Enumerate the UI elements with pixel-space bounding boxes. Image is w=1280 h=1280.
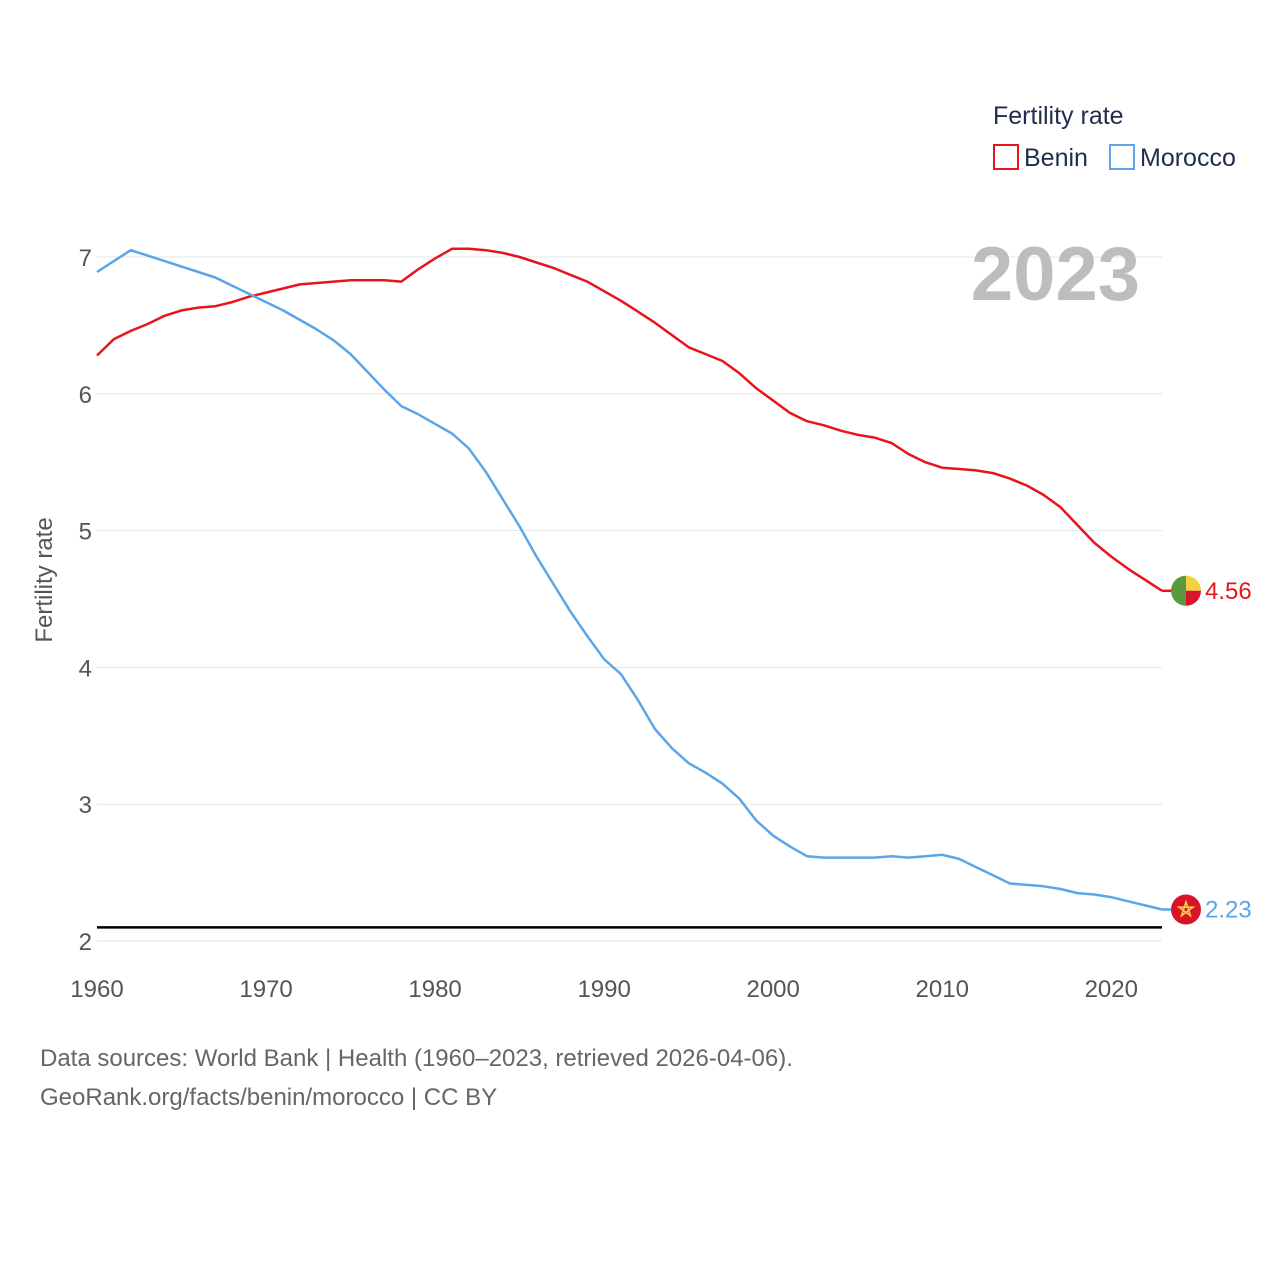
legend-item-morocco[interactable]: Morocco (1109, 144, 1236, 172)
flag-yellow-part (1186, 575, 1201, 591)
x-tick-label-1970: 1970 (239, 976, 292, 1003)
y-tick-label-3: 3 (79, 792, 92, 819)
flag-red-field (1171, 894, 1201, 925)
y-tick-label-5: 5 (79, 519, 92, 546)
y-axis-ticks: 2 3 4 5 6 7 (79, 245, 92, 956)
legend: Fertility rate Benin Morocco (993, 102, 1236, 172)
series-line-morocco[interactable] (96, 248, 1163, 911)
license-line[interactable]: GeoRank.org/facts/benin/morocco | CC BY (40, 1084, 498, 1111)
series-lines (96, 247, 1163, 911)
x-tick-label-1980: 1980 (408, 976, 461, 1003)
y-tick-label-2: 2 (79, 929, 92, 956)
flag-green-part (1171, 575, 1186, 606)
flag-star-icon (1176, 899, 1196, 918)
x-axis-ticks: 1960 1970 1980 1990 2000 2010 2020 (70, 976, 1138, 1003)
x-tick-label-1990: 1990 (577, 976, 630, 1003)
legend-label-morocco: Morocco (1140, 144, 1236, 172)
x-tick-label-2000: 2000 (746, 976, 799, 1003)
legend-swatch-morocco (1109, 144, 1135, 170)
x-tick-label-2020: 2020 (1085, 976, 1138, 1003)
legend-swatch-benin (993, 144, 1019, 170)
x-tick-label-1960: 1960 (70, 976, 123, 1003)
series-line-benin[interactable] (96, 247, 1163, 592)
y-tick-label-7: 7 (79, 245, 92, 272)
legend-item-benin[interactable]: Benin (993, 144, 1088, 172)
end-value-label-benin: 4.56 (1205, 578, 1252, 605)
y-tick-label-4: 4 (79, 655, 92, 682)
legend-title: Fertility rate (993, 102, 1124, 130)
legend-label-benin: Benin (1024, 144, 1088, 172)
end-markers: 4.56 2.23 (1162, 575, 1252, 925)
morocco-flag (1171, 894, 1201, 925)
y-axis-label: Fertility rate (31, 517, 58, 642)
y-tick-label-6: 6 (79, 382, 92, 409)
end-value-label-morocco: 2.23 (1205, 897, 1252, 924)
grid (97, 256, 1162, 942)
x-tick-label-2010: 2010 (916, 976, 969, 1003)
benin-flag (1171, 575, 1201, 606)
flag-red-part (1186, 590, 1201, 606)
source-line: Data sources: World Bank | Health (1960–… (40, 1045, 793, 1072)
year-label: 2023 (971, 232, 1140, 317)
